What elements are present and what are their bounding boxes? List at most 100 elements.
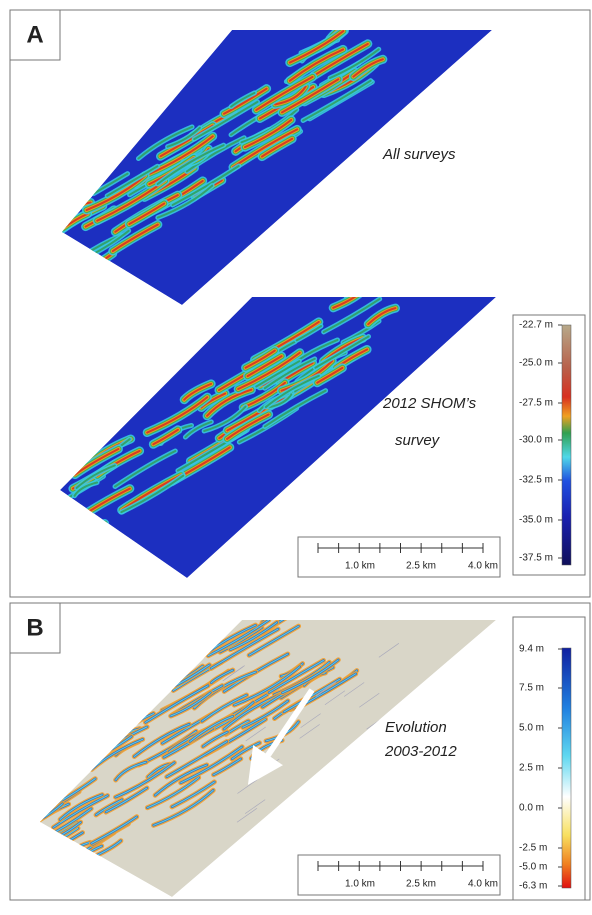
fine-ripple <box>359 758 380 774</box>
sand-wave <box>213 758 242 776</box>
sand-wave <box>288 48 345 82</box>
map-caption: survey <box>395 432 441 449</box>
colorbar <box>561 324 572 566</box>
scale-bar-label: 1.0 km <box>345 879 375 890</box>
sand-wave <box>73 481 99 497</box>
fine-ripple <box>222 666 243 682</box>
fine-ripple <box>408 803 430 819</box>
sand-wave <box>229 621 278 651</box>
map-caption: Evolution <box>385 719 447 736</box>
sand-wave <box>264 374 320 409</box>
sand-wave <box>189 715 234 743</box>
fine-ripple <box>421 837 443 852</box>
sand-wave <box>105 787 148 813</box>
sand-wave <box>111 223 159 253</box>
fine-ripple <box>428 816 449 831</box>
sand-wave <box>40 791 51 808</box>
fine-ripple <box>284 816 305 831</box>
sand-wave <box>115 762 175 798</box>
sand-wave <box>154 764 208 796</box>
sand-wave <box>59 794 103 820</box>
sand-wave <box>144 685 209 723</box>
sand-wave <box>133 723 190 758</box>
sand-wave <box>274 85 307 106</box>
sand-wave <box>60 520 108 563</box>
sand-wave <box>332 297 364 309</box>
sand-wave <box>314 335 370 369</box>
sand-wave <box>260 620 297 624</box>
sand-wave <box>92 172 129 195</box>
fine-ripple <box>359 692 380 708</box>
colorbar-label: -25.0 m <box>519 358 553 369</box>
bathymetry-map <box>62 30 492 305</box>
sand-wave <box>352 58 384 78</box>
sand-wave <box>206 388 253 417</box>
sand-wave <box>137 125 194 160</box>
sand-wave <box>263 357 316 390</box>
map-background <box>62 30 492 305</box>
sand-wave <box>40 789 53 810</box>
sand-wave <box>345 297 376 298</box>
sand-wave <box>120 474 182 512</box>
sand-wave <box>302 79 372 122</box>
sand-wave <box>166 126 201 148</box>
sand-wave <box>268 393 293 409</box>
sand-wave <box>261 620 296 624</box>
colorbar-label: 2.5 m <box>519 763 544 774</box>
fine-ripple <box>405 768 426 783</box>
sand-wave <box>76 252 114 276</box>
sand-wave <box>156 144 225 185</box>
sand-wave <box>259 620 298 626</box>
sand-wave <box>40 832 84 872</box>
sand-wave <box>222 87 268 115</box>
sand-wave <box>106 165 159 197</box>
sand-wave <box>62 844 103 870</box>
fine-ripple <box>315 682 336 697</box>
sand-wave <box>64 841 92 859</box>
sand-wave <box>171 781 215 808</box>
sand-wave <box>184 420 213 439</box>
migration-arrow <box>247 688 315 785</box>
scale-bar-label: 4.0 km <box>468 879 498 890</box>
panel-frame <box>9 9 591 598</box>
panel-label-box <box>9 602 61 654</box>
sand-wave <box>263 389 327 428</box>
sand-wave <box>170 692 211 717</box>
fine-ripple <box>443 684 464 699</box>
colorbar-label: 0.0 m <box>519 803 544 814</box>
sand-wave <box>146 777 200 809</box>
sand-wave <box>166 741 228 778</box>
colorbar-label: -2.5 m <box>519 843 547 854</box>
sand-wave <box>312 42 369 77</box>
sand-wave <box>185 136 246 173</box>
sand-wave <box>281 659 339 694</box>
panel-label-box <box>9 9 61 61</box>
fine-ripple <box>429 773 451 788</box>
sand-wave <box>243 118 293 149</box>
colorbar-label: -37.5 m <box>519 553 553 564</box>
sand-wave <box>171 165 240 206</box>
scale-bar-label: 2.5 km <box>406 561 436 572</box>
sand-wave <box>288 30 345 64</box>
sand-wave <box>232 128 299 169</box>
fine-ripple <box>343 824 365 839</box>
sand-wave <box>268 659 324 693</box>
sand-wave <box>210 628 279 669</box>
fine-ripple <box>324 690 346 706</box>
sand-wave <box>280 78 340 114</box>
sand-wave <box>246 355 283 378</box>
sand-wave <box>60 522 106 561</box>
sand-wave <box>114 450 177 488</box>
sand-wave <box>231 742 260 760</box>
sand-wave <box>60 518 110 565</box>
sand-wave <box>75 464 116 489</box>
sand-wave <box>153 789 214 826</box>
sand-wave <box>120 474 185 514</box>
sand-wave <box>226 413 270 440</box>
fine-ripple <box>300 713 321 728</box>
panel-frame <box>9 602 591 901</box>
sand-wave <box>85 174 147 212</box>
sand-wave <box>203 405 247 433</box>
scale-bar-frame <box>297 854 501 896</box>
